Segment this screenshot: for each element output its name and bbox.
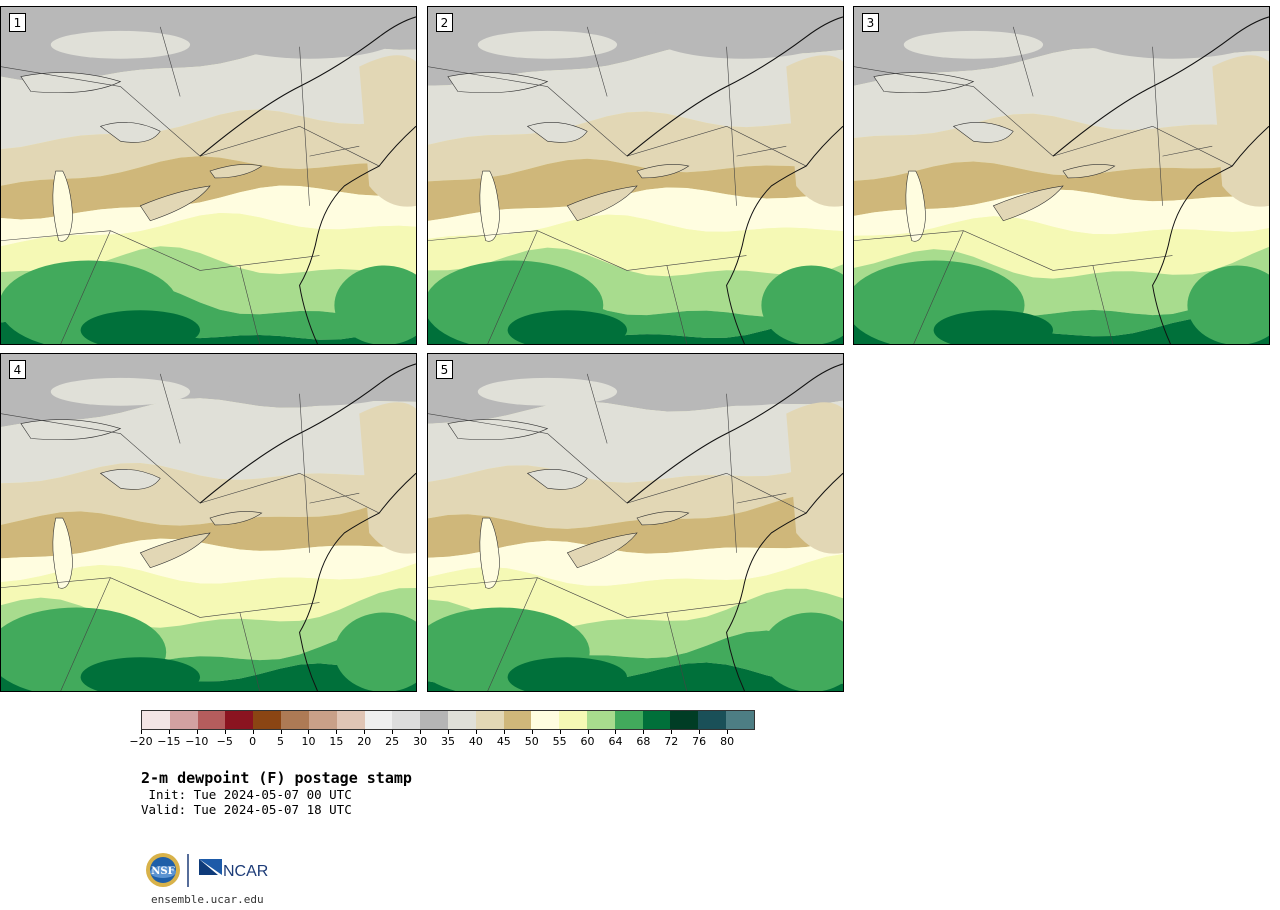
colorbar-tick — [364, 730, 366, 734]
colorbar-swatch-11 — [447, 711, 476, 729]
colorbar-swatch-7 — [336, 711, 365, 729]
colorbar-tick — [308, 730, 310, 734]
colorbar-tick — [196, 730, 198, 734]
valid-time: Valid: Tue 2024-05-07 18 UTC — [141, 802, 352, 817]
colorbar-tick — [392, 730, 394, 734]
logo-group: NSF NCAR — [146, 853, 268, 887]
colorbar-tick-label: 72 — [664, 735, 679, 748]
map-panel-5: 5 — [427, 353, 844, 692]
colorbar-swatch-17 — [614, 711, 643, 729]
colorbar-ticks: −20 −15 −10 −5 0 5 10 15 20 25 30 35 40 45 50 55 60 64 68 7… — [129, 730, 755, 750]
colorbar-swatch-12 — [475, 711, 504, 729]
colorbar-tick — [475, 730, 477, 734]
colorbar-tick — [559, 730, 561, 734]
colorbar-swatch-4 — [253, 711, 282, 729]
panel-number-label: 2 — [436, 13, 453, 32]
dewpoint-field-map — [428, 354, 843, 691]
colorbar-tick-label: 60 — [580, 735, 595, 748]
colorbar-tick — [448, 730, 449, 734]
colorbar-tick — [280, 730, 282, 734]
colorbar-tick-label: 55 — [552, 735, 567, 748]
panel-number-label: 5 — [436, 360, 453, 379]
colorbar-swatch-10 — [420, 711, 448, 729]
colorbar-tick — [727, 730, 729, 734]
colorbar-swatch-15 — [559, 711, 587, 729]
colorbar-tick — [168, 730, 170, 734]
colorbar-swatch-18 — [642, 711, 671, 729]
colorbar-tick — [420, 730, 422, 734]
colorbar-tick-label: 30 — [413, 735, 428, 748]
panel-number-label: 3 — [862, 13, 879, 32]
colorbar-tick-label: 45 — [496, 735, 511, 748]
colorbar-tick-label: −15 — [157, 735, 181, 748]
colorbar-swatch-6 — [308, 711, 337, 729]
map-panel-3: 3 — [853, 6, 1270, 345]
colorbar-tick-label: 10 — [301, 735, 316, 748]
nsf-logo: NSF — [146, 853, 180, 887]
colorbar-tick-label: 5 — [277, 735, 285, 748]
panel-number-label: 4 — [9, 360, 26, 379]
colorbar-swatch-20 — [698, 711, 727, 729]
colorbar-tick-label: 50 — [524, 735, 539, 748]
ncar-logo-text: NCAR — [223, 863, 268, 880]
colorbar-tick — [587, 730, 589, 734]
colorbar-swatch-2 — [197, 711, 226, 729]
colorbar-tick — [699, 730, 701, 734]
colorbar-tick — [643, 730, 645, 734]
colorbar-swatch-5 — [281, 711, 309, 729]
dewpoint-field-map — [854, 7, 1269, 344]
colorbar-tick-label: −5 — [216, 735, 233, 748]
map-panel-4: 4 — [0, 353, 417, 692]
ncar-logo: NCAR — [199, 859, 268, 880]
colorbar-tick-label: −20 — [129, 735, 153, 748]
site-url: ensemble.ucar.edu — [151, 893, 264, 906]
colorbar-tick — [531, 730, 533, 734]
colorbar-tick-label: 25 — [385, 735, 400, 748]
figure-title: 2-m dewpoint (F) postage stamp — [141, 769, 412, 787]
colorbar-tick — [503, 730, 505, 734]
colorbar-tick-label: 64 — [608, 735, 623, 748]
colorbar-swatch-9 — [392, 711, 421, 729]
colorbar-tick-label: 20 — [357, 735, 372, 748]
colorbar-tick — [252, 730, 254, 734]
colorbar-tick-label: 80 — [720, 735, 735, 748]
colorbar-swatch-16 — [587, 711, 615, 729]
colorbar-tick-label: 40 — [468, 735, 483, 748]
dewpoint-field-map — [1, 7, 416, 344]
colorbar-swatch-0 — [142, 711, 170, 729]
colorbar-swatch-14 — [531, 711, 560, 729]
colorbar-swatch-13 — [503, 711, 532, 729]
map-panel-2: 2 — [427, 6, 844, 345]
colorbar-tick-label: 68 — [636, 735, 651, 748]
colorbar-tick-label: −10 — [185, 735, 209, 748]
colorbar-swatch-3 — [225, 711, 254, 729]
colorbar-swatch-8 — [364, 711, 393, 729]
init-time: Init: Tue 2024-05-07 00 UTC — [141, 787, 352, 802]
dewpoint-field-map — [1, 354, 416, 691]
dewpoint-field-map — [428, 7, 843, 344]
map-panel-1: 1 — [0, 6, 417, 345]
colorbar-tick-label: 35 — [441, 735, 455, 748]
colorbar-tick — [141, 730, 142, 734]
colorbar-tick — [336, 730, 338, 734]
nsf-logo-text: NSF — [151, 866, 174, 877]
colorbar-swatch-21 — [726, 711, 754, 729]
colorbar-swatch-1 — [169, 711, 198, 729]
colorbar-tick-label: 15 — [329, 735, 344, 748]
colorbar-tick — [671, 730, 673, 734]
colorbar — [141, 710, 755, 730]
colorbar-tick-label: 0 — [249, 735, 257, 748]
colorbar-tick — [224, 730, 226, 734]
colorbar-swatch-19 — [670, 711, 699, 729]
colorbar-tick-label: 76 — [692, 735, 707, 748]
colorbar-tick — [615, 730, 617, 734]
panel-number-label: 1 — [9, 13, 26, 32]
